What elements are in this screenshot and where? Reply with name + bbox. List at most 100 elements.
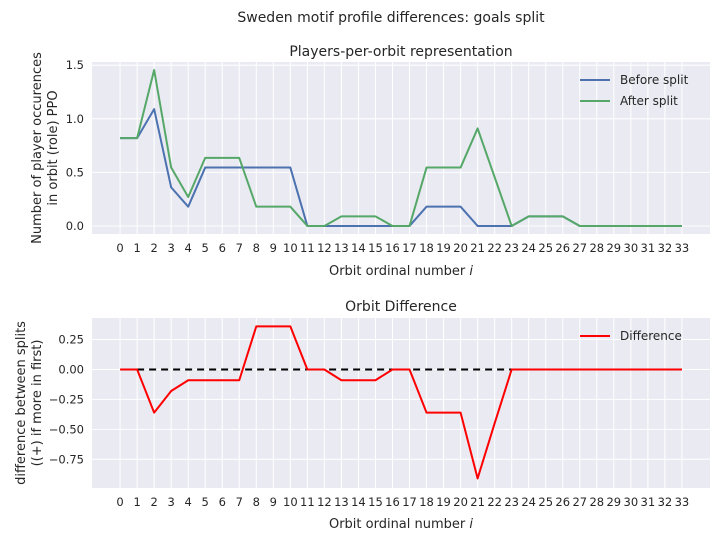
x-tick-label: 25 xyxy=(538,241,553,255)
legend-label: Before split xyxy=(620,73,689,87)
x-tick-label: 31 xyxy=(641,495,656,509)
x-tick-label: 1 xyxy=(133,495,140,509)
x-tick-label: 8 xyxy=(253,495,260,509)
x-tick-label: 24 xyxy=(521,495,536,509)
x-tick-label: 26 xyxy=(555,495,570,509)
x-tick-label: 0 xyxy=(116,495,123,509)
x-tick-label: 8 xyxy=(253,241,260,255)
x-tick-label: 12 xyxy=(317,241,332,255)
x-tick-label: 19 xyxy=(436,495,451,509)
x-tick-label: 33 xyxy=(675,241,690,255)
y-tick-label: −0.50 xyxy=(49,422,84,436)
x-tick-label: 12 xyxy=(317,495,332,509)
legend-label: Difference xyxy=(620,329,682,343)
x-tick-label: 20 xyxy=(453,495,468,509)
x-tick-label: 4 xyxy=(185,241,192,255)
x-tick-label: 0 xyxy=(116,241,123,255)
y-tick-label: 0.0 xyxy=(66,219,84,233)
x-tick-label: 7 xyxy=(236,495,243,509)
y-axis-label-line: ((+) if more in first) xyxy=(30,340,45,467)
x-tick-label: 14 xyxy=(351,495,366,509)
plot-area xyxy=(92,62,710,234)
x-tick-label: 27 xyxy=(572,241,587,255)
x-tick-label: 30 xyxy=(624,241,639,255)
y-axis-label-line: difference between splits xyxy=(14,321,29,485)
x-tick-label: 13 xyxy=(334,241,349,255)
x-tick-label: 3 xyxy=(168,241,175,255)
x-tick-label: 16 xyxy=(385,241,400,255)
plot-area xyxy=(92,318,710,488)
x-tick-label: 5 xyxy=(202,495,209,509)
y-axis-label: Number of player occurencesin orbit (rol… xyxy=(30,52,61,244)
x-axis-label-main: Orbit ordinal number xyxy=(329,517,469,532)
x-tick-label: 23 xyxy=(504,241,519,255)
y-tick-label: −0.75 xyxy=(49,452,84,466)
x-axis-label-main: Orbit ordinal number xyxy=(329,264,469,279)
y-axis-label-line: in orbit (role) PPO xyxy=(46,90,61,205)
x-tick-label: 6 xyxy=(219,495,226,509)
x-tick-label: 23 xyxy=(504,495,519,509)
x-axis-label: Orbit ordinal number i xyxy=(329,517,473,532)
x-tick-label: 28 xyxy=(589,495,604,509)
x-tick-label: 16 xyxy=(385,495,400,509)
x-tick-label: 13 xyxy=(334,495,349,509)
x-tick-label: 6 xyxy=(219,241,226,255)
y-tick-label: −0.25 xyxy=(49,392,84,406)
y-tick-label: 1.5 xyxy=(66,58,84,72)
x-tick-label: 24 xyxy=(521,241,536,255)
x-tick-label: 17 xyxy=(402,495,417,509)
x-tick-label: 20 xyxy=(453,241,468,255)
x-tick-label: 22 xyxy=(487,495,502,509)
x-tick-label: 29 xyxy=(606,241,621,255)
x-tick-label: 11 xyxy=(300,495,315,509)
y-tick-label: 1.0 xyxy=(66,112,84,126)
figure-title: Sweden motif profile differences: goals … xyxy=(237,10,545,26)
x-tick-label: 21 xyxy=(470,495,485,509)
legend-label: After split xyxy=(620,94,678,108)
x-tick-label: 17 xyxy=(402,241,417,255)
x-tick-label: 27 xyxy=(572,495,587,509)
x-tick-label: 15 xyxy=(368,495,383,509)
x-tick-label: 2 xyxy=(150,241,157,255)
y-tick-label: 0.25 xyxy=(58,333,84,347)
y-axis-label: difference between splits((+) if more in… xyxy=(14,321,45,485)
x-tick-label: 10 xyxy=(283,241,298,255)
x-tick-label: 21 xyxy=(470,241,485,255)
x-axis-label-variable: i xyxy=(469,517,473,532)
x-tick-label: 19 xyxy=(436,241,451,255)
y-tick-label: 0.5 xyxy=(66,165,84,179)
x-tick-label: 5 xyxy=(202,241,209,255)
x-tick-label: 7 xyxy=(236,241,243,255)
x-axis-label: Orbit ordinal number i xyxy=(329,264,473,279)
x-tick-label: 30 xyxy=(624,495,639,509)
x-tick-label: 29 xyxy=(606,495,621,509)
x-tick-label: 18 xyxy=(419,495,434,509)
x-tick-label: 31 xyxy=(641,241,656,255)
after-split-line xyxy=(120,69,682,227)
x-tick-label: 9 xyxy=(270,495,277,509)
x-tick-label: 33 xyxy=(675,495,690,509)
x-tick-label: 25 xyxy=(538,495,553,509)
x-tick-label: 11 xyxy=(300,241,315,255)
x-tick-label: 4 xyxy=(185,495,192,509)
ppo-chart-panel: 0 1 2 3 4 5 6 7 8 9 10 11 12 13 14 15 16 17 18 19 20 21 22 23 24… xyxy=(30,44,710,279)
x-tick-label: 32 xyxy=(658,495,673,509)
y-tick-label: 0.00 xyxy=(58,362,84,376)
difference-line xyxy=(120,325,682,480)
x-tick-label: 2 xyxy=(150,495,157,509)
x-tick-label: 15 xyxy=(368,241,383,255)
chart-title: Orbit Difference xyxy=(345,299,457,315)
x-tick-label: 14 xyxy=(351,241,366,255)
difference-chart-panel: 0 1 2 3 4 5 6 7 8 9 10 11 12 13 14 15 16 17 18 19 20 21 22 23 24… xyxy=(14,299,710,532)
x-axis-label-variable: i xyxy=(469,264,473,279)
chart-title: Players-per-orbit representation xyxy=(289,44,512,60)
x-tick-label: 9 xyxy=(270,241,277,255)
x-tick-label: 22 xyxy=(487,241,502,255)
x-tick-label: 3 xyxy=(168,495,175,509)
x-tick-label: 1 xyxy=(133,241,140,255)
y-axis-label-line: Number of player occurences xyxy=(30,52,45,244)
x-tick-label: 18 xyxy=(419,241,434,255)
x-tick-label: 10 xyxy=(283,495,298,509)
x-tick-label: 28 xyxy=(589,241,604,255)
